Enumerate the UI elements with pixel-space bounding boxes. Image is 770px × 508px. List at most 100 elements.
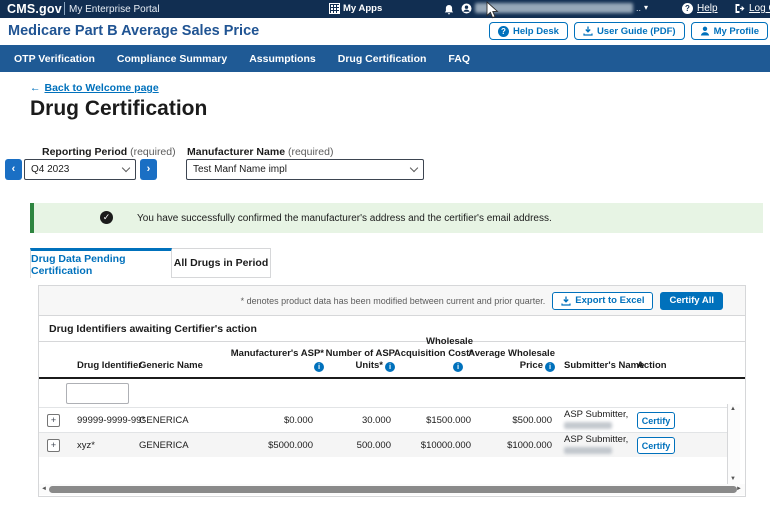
cell-asp-units: 500.000 — [313, 440, 391, 451]
log-out-link[interactable]: Log Out — [734, 3, 770, 14]
help-link[interactable]: ? Help — [682, 3, 718, 14]
primary-nav: OTP Verification Compliance Summary Assu… — [0, 45, 770, 72]
next-period-button[interactable]: › — [140, 159, 157, 180]
tab-all-drugs-in-period[interactable]: All Drugs in Period — [172, 248, 271, 278]
download-icon — [583, 26, 593, 36]
help-question-icon: ? — [682, 3, 693, 14]
awp-info-icon[interactable]: i — [545, 362, 555, 372]
scroll-left-arrow-icon[interactable]: ◄ — [41, 486, 47, 492]
help-link-label: Help — [697, 3, 718, 14]
manufacturer-name-value: Test Manf Name impl — [193, 164, 411, 175]
col-header-wholesale-acquisition-cost: Wholesale Acquisition Cost*i — [383, 336, 473, 372]
cell-manufacturers-asp: $0.000 — [233, 415, 313, 426]
reporting-period-label: Reporting Period (required) — [42, 146, 176, 158]
vertical-scrollbar[interactable]: ▲ ▼ — [727, 404, 740, 484]
success-alert: ✓ You have successfully confirmed the ma… — [30, 203, 763, 233]
cell-drug-identifier: xyz* — [77, 440, 95, 451]
app-title: Medicare Part B Average Sales Price — [8, 23, 259, 39]
col-header-number-of-asp-units: Number of ASP Units*i — [307, 348, 395, 372]
notifications-bell-icon[interactable] — [443, 3, 455, 15]
user-guide-button[interactable]: User Guide (PDF) — [574, 22, 685, 40]
manufacturer-name-label: Manufacturer Name (required) — [187, 146, 333, 158]
cell-generic-name: GENERICA — [139, 440, 189, 451]
screen: CMS.gov My Enterprise Portal My Apps .. … — [0, 0, 770, 508]
redacted-username — [475, 3, 633, 13]
nav-item-otp-verification[interactable]: OTP Verification — [14, 53, 95, 65]
cell-submitter-name: ASP Submitter, — [564, 410, 628, 429]
table-toolbar: * denotes product data has been modified… — [39, 286, 745, 316]
reporting-period-value: Q4 2023 — [31, 164, 123, 175]
expand-row-button[interactable]: + — [47, 414, 60, 427]
cell-submitter-name: ASP Submitter, — [564, 435, 628, 454]
help-desk-label: Help Desk — [513, 26, 559, 37]
manufacturer-name-select[interactable]: Test Manf Name impl — [186, 159, 424, 180]
cell-generic-name: GENERICA — [139, 415, 189, 426]
export-to-excel-button[interactable]: Export to Excel — [552, 292, 653, 310]
cell-average-wholesale-price: $500.000 — [474, 415, 552, 426]
wac-info-icon[interactable]: i — [453, 362, 463, 372]
my-apps-label: My Apps — [343, 3, 382, 14]
cell-average-wholesale-price: $1000.000 — [474, 440, 552, 451]
user-account-menu[interactable]: .. ▾ — [461, 2, 648, 14]
log-out-icon — [734, 3, 745, 14]
table-row: + xyz* GENERICA $5000.000 500.000 $10000… — [39, 432, 727, 457]
nav-item-compliance-summary[interactable]: Compliance Summary — [117, 53, 227, 65]
certify-button[interactable]: Certify — [637, 437, 675, 454]
back-arrow-icon: ← — [30, 82, 41, 94]
cell-manufacturers-asp: $5000.000 — [233, 440, 313, 451]
user-avatar-icon — [461, 3, 472, 14]
my-profile-label: My Profile — [714, 26, 759, 37]
chevron-down-icon: ▾ — [644, 2, 648, 14]
col-header-submitters-name: Submitter's Name — [564, 360, 644, 372]
user-guide-label: User Guide (PDF) — [597, 26, 676, 37]
table-header-row: Drug Identifier Generic Name Manufacture… — [39, 342, 745, 379]
horizontal-scrollbar-thumb[interactable] — [49, 486, 737, 493]
help-desk-icon: ? — [498, 26, 509, 37]
scroll-down-arrow-icon[interactable]: ▼ — [730, 476, 736, 482]
portal-name: My Enterprise Portal — [69, 4, 160, 15]
nav-item-assumptions[interactable]: Assumptions — [249, 53, 316, 65]
col-header-drug-identifier: Drug Identifier — [77, 360, 142, 372]
expand-row-button[interactable]: + — [47, 439, 60, 452]
reporting-period-select[interactable]: Q4 2023 — [24, 159, 136, 180]
cms-gov-logo[interactable]: CMS.gov — [7, 2, 62, 16]
drug-identifier-filter-input[interactable] — [66, 383, 129, 404]
header-buttons: ? Help Desk User Guide (PDF) My Profile — [489, 22, 768, 40]
scroll-up-arrow-icon[interactable]: ▲ — [730, 406, 736, 412]
my-apps-menu[interactable]: My Apps — [330, 3, 382, 14]
col-header-action: Action — [637, 360, 667, 372]
col-header-average-wholesale-price: Average Wholesale Pricei — [463, 348, 555, 372]
success-check-icon: ✓ — [100, 211, 113, 224]
modified-data-note: * denotes product data has been modified… — [241, 296, 546, 306]
tab-drug-data-pending-certification[interactable]: Drug Data Pending Certification — [30, 248, 172, 278]
previous-period-button[interactable]: ‹ — [5, 159, 22, 180]
download-icon — [561, 296, 571, 306]
certification-table-panel: * denotes product data has been modified… — [38, 285, 746, 497]
cell-wholesale-acquisition-cost: $1500.000 — [393, 415, 471, 426]
nav-item-drug-certification[interactable]: Drug Certification — [338, 53, 427, 65]
apps-grid-icon — [330, 4, 339, 13]
my-profile-button[interactable]: My Profile — [691, 22, 768, 40]
select-chevron-icon — [122, 163, 130, 171]
table-row: + 99999-9999-99* GENERICA $0.000 30.000 … — [39, 407, 727, 432]
log-out-label: Log Out — [749, 3, 770, 14]
top-bar: CMS.gov My Enterprise Portal My Apps .. … — [0, 0, 770, 18]
scroll-right-arrow-icon[interactable]: ► — [736, 486, 742, 492]
section-title: Drug Identifiers awaiting Certifier's ac… — [49, 323, 257, 335]
col-header-generic-name: Generic Name — [139, 360, 203, 372]
person-icon — [700, 26, 710, 36]
certify-button[interactable]: Certify — [637, 412, 675, 429]
back-to-welcome-link[interactable]: ← Back to Welcome page — [30, 82, 159, 94]
nav-item-faq[interactable]: FAQ — [448, 53, 470, 65]
export-label: Export to Excel — [575, 295, 644, 306]
certify-all-button[interactable]: Certify All — [660, 292, 723, 310]
brand-divider — [64, 2, 65, 15]
help-desk-button[interactable]: ? Help Desk — [489, 22, 568, 40]
username-ellipsis: .. — [636, 3, 641, 13]
horizontal-scrollbar[interactable]: ◄ ► — [39, 484, 745, 495]
select-chevron-icon — [410, 163, 418, 171]
cell-asp-units: 30.000 — [313, 415, 391, 426]
app-header: Medicare Part B Average Sales Price ? He… — [0, 18, 770, 45]
page-title: Drug Certification — [30, 97, 207, 121]
success-alert-message: You have successfully confirmed the manu… — [137, 213, 552, 224]
